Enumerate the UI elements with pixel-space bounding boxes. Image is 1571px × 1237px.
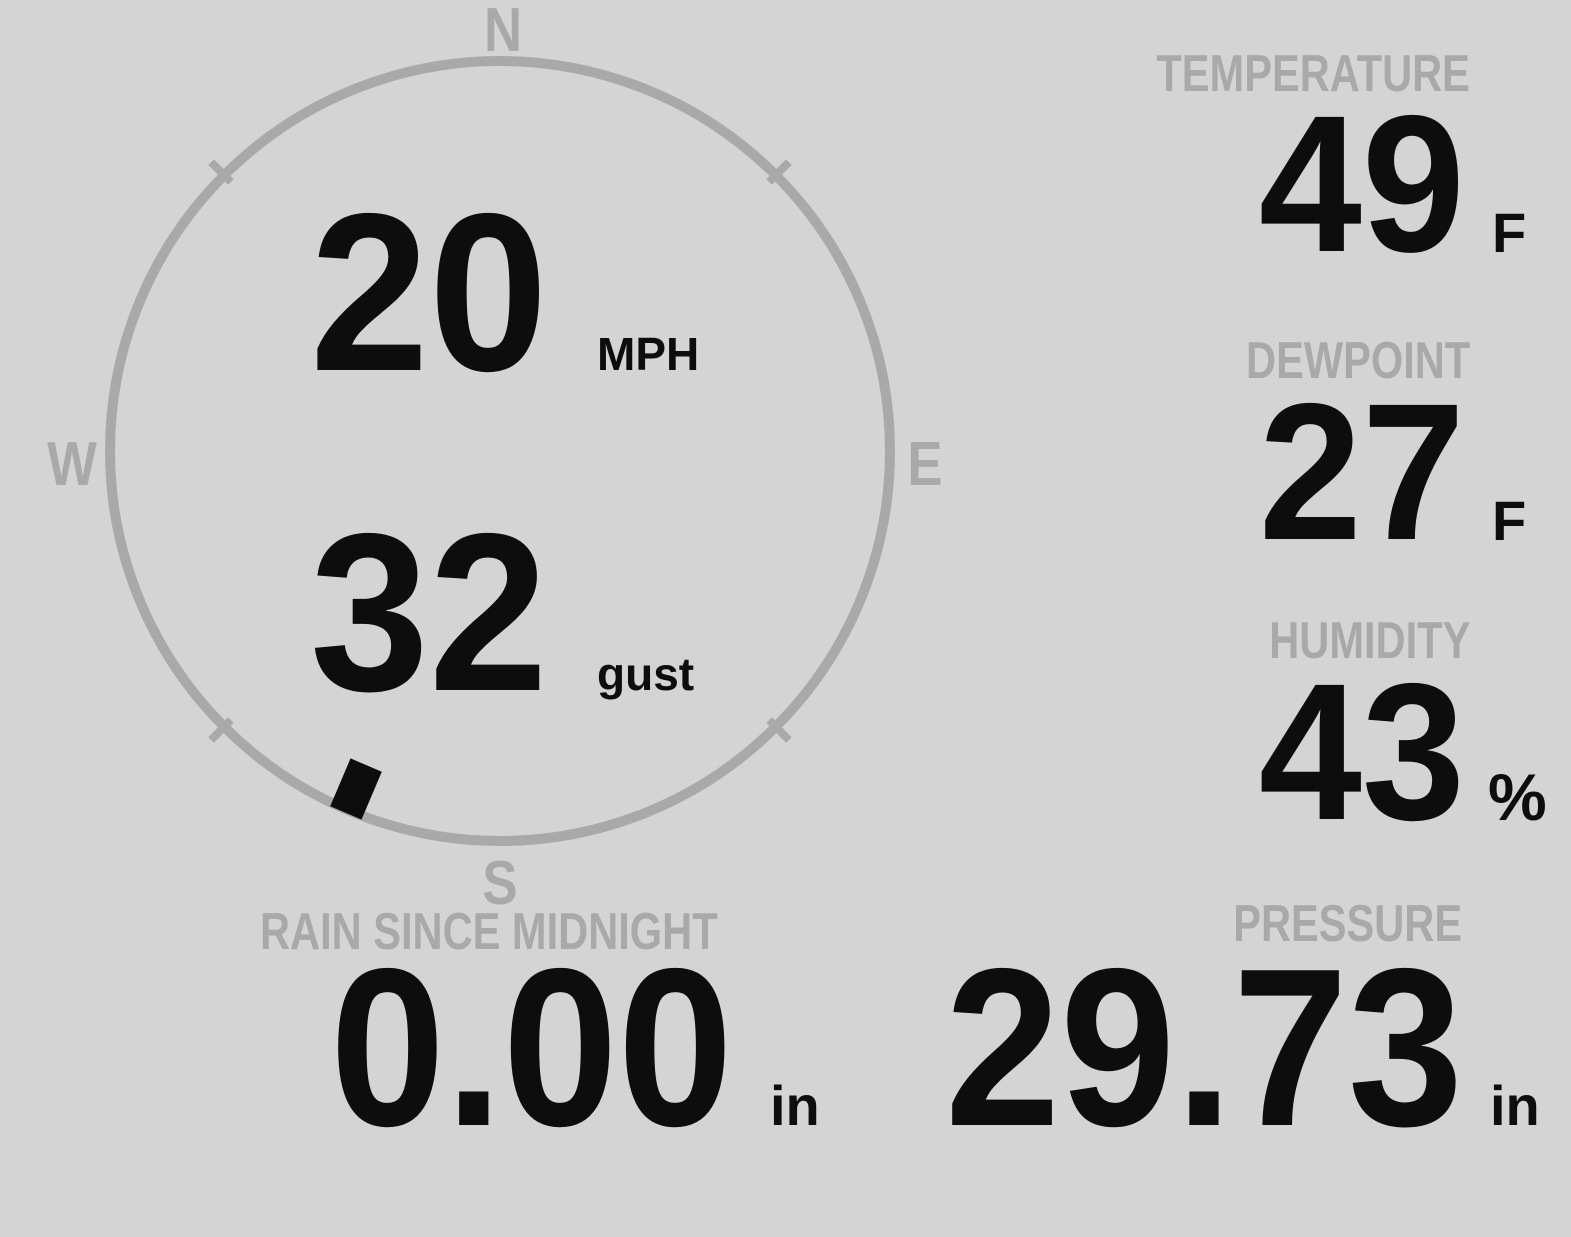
- compass-label-north: N: [483, 0, 523, 65]
- dewpoint-label: DEWPOINT: [1245, 332, 1470, 390]
- pressure-value: 29.73: [944, 921, 1463, 1173]
- wind-compass-circle: [105, 56, 895, 846]
- rain-label: RAIN SINCE MIDNIGHT: [260, 903, 718, 961]
- temperature-unit: F: [1492, 201, 1527, 264]
- rain-unit: in: [770, 1074, 820, 1137]
- wind-speed-unit: MPH: [597, 328, 700, 380]
- pressure-label: PRESSURE: [1233, 895, 1462, 953]
- humidity-label: HUMIDITY: [1268, 612, 1470, 670]
- rain-value: 0.00: [330, 921, 733, 1173]
- humidity-value: 43: [1258, 643, 1465, 861]
- dewpoint-value: 27: [1258, 363, 1465, 581]
- compass-label-west: W: [47, 430, 97, 499]
- compass-label-east: E: [907, 430, 943, 499]
- wind-gust-value: 32: [310, 486, 548, 738]
- humidity-unit: %: [1488, 760, 1547, 834]
- compass-label-south: S: [482, 849, 518, 918]
- dewpoint-unit: F: [1492, 489, 1527, 552]
- wind-speed-value: 20: [310, 166, 548, 418]
- temperature-label: TEMPERATURE: [1156, 45, 1470, 103]
- temperature-value: 49: [1258, 75, 1465, 293]
- pressure-unit: in: [1490, 1074, 1540, 1137]
- wind-gust-unit: gust: [597, 648, 695, 700]
